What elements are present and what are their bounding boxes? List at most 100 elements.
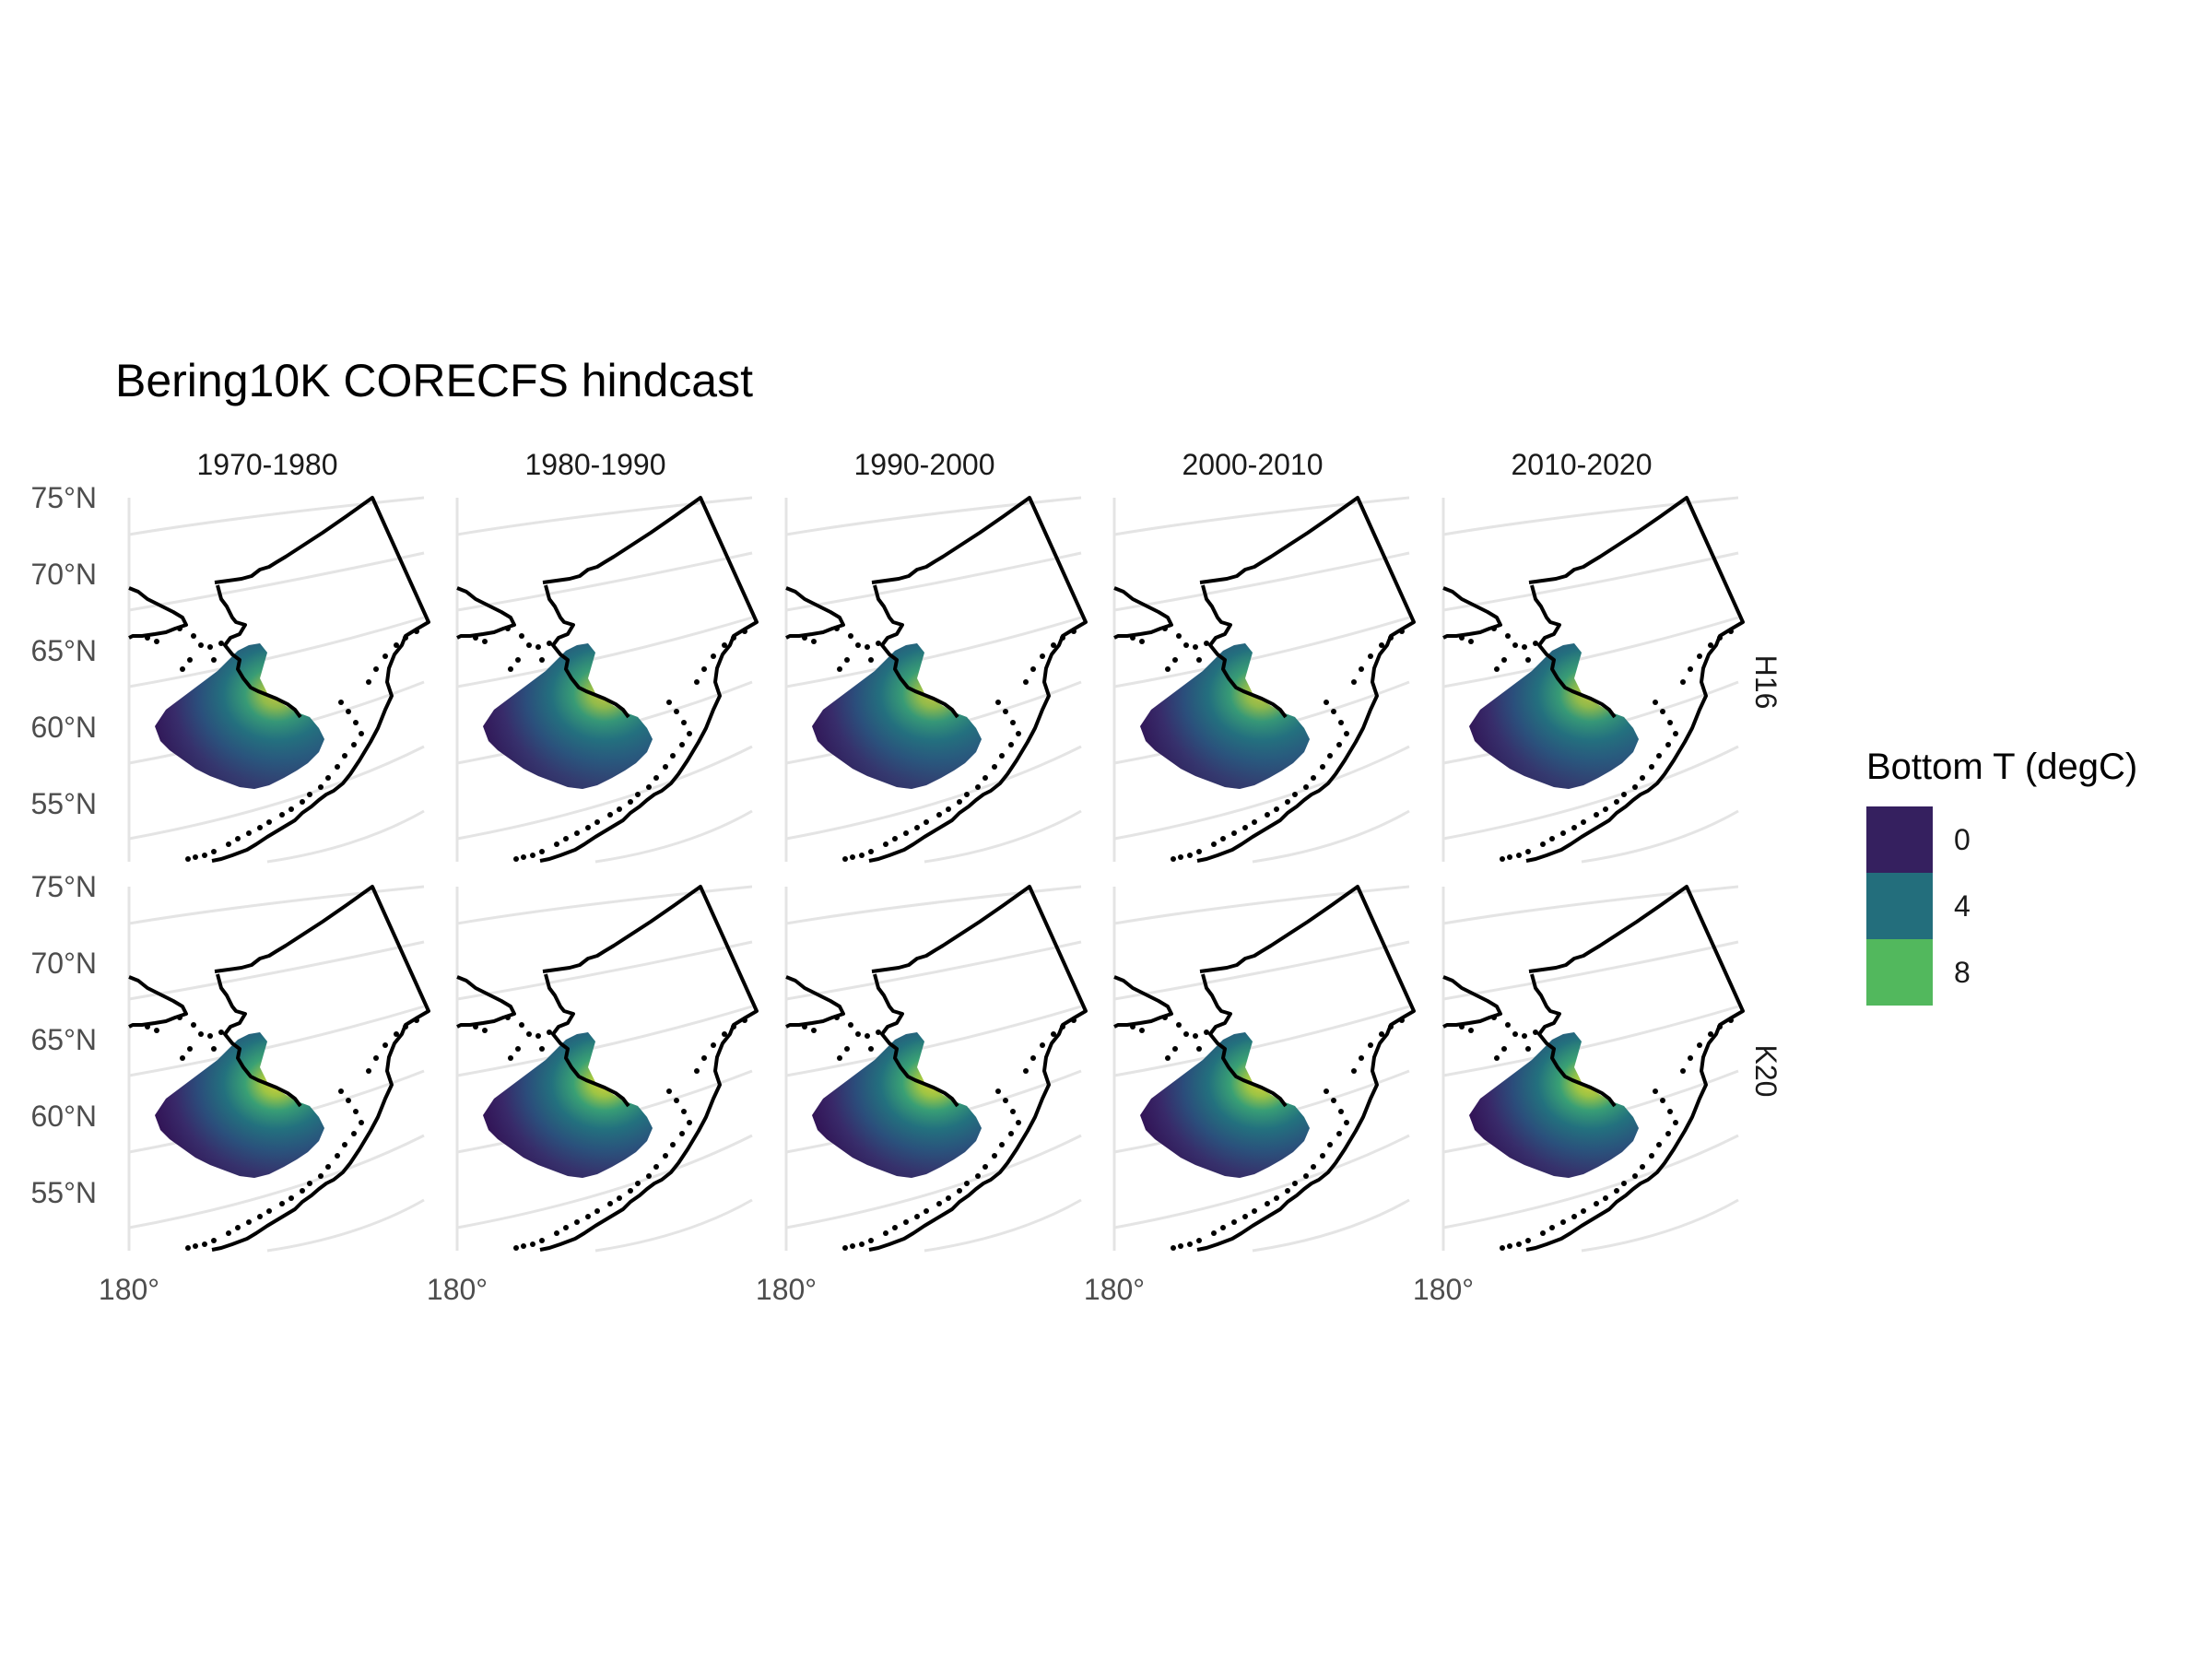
island-dot — [145, 1024, 150, 1030]
island-dot — [191, 633, 196, 639]
island-dot — [335, 764, 340, 770]
latitude-gridline — [456, 551, 753, 612]
island-dot — [1016, 1120, 1021, 1125]
island-dot — [193, 854, 198, 860]
alaska-coastline — [1196, 496, 1416, 863]
island-dot — [1494, 666, 1500, 672]
y-axes: 75°N 70°N 65°N 60°N 55°N 75°N 70°N 65°N 60°N 55°N — [31, 481, 98, 1209]
island-dot — [1196, 1238, 1202, 1243]
latitude-gridline — [1113, 1134, 1410, 1230]
island-dot — [722, 642, 727, 648]
island-dot — [226, 841, 231, 847]
island-dot — [1359, 666, 1364, 672]
latitude-gridline — [785, 745, 1082, 841]
island-dot — [1003, 709, 1008, 714]
island-dot — [1500, 856, 1505, 862]
latitude-gridline — [785, 940, 1082, 1001]
island-dot — [207, 644, 213, 650]
island-dot — [1204, 1030, 1209, 1035]
island-dot — [1165, 1055, 1171, 1061]
y-axis-tick-label: 75°N — [31, 870, 98, 903]
island-dot — [844, 1046, 850, 1052]
island-dot — [539, 849, 545, 854]
y-axis-tick-label: 70°N — [31, 947, 98, 980]
island-dot — [279, 812, 285, 818]
island-dot — [1505, 1022, 1511, 1028]
island-dot — [1717, 1024, 1723, 1030]
latitude-gridline — [594, 809, 753, 864]
island-dot — [1351, 679, 1357, 685]
island-dot — [1388, 1024, 1394, 1030]
island-dot — [679, 742, 685, 747]
island-dot — [1649, 1153, 1654, 1159]
island-dot — [1344, 1120, 1349, 1125]
island-dot — [1351, 1068, 1357, 1074]
chukotka-coastline — [1442, 975, 1502, 1029]
island-dot — [663, 1153, 668, 1159]
latitude-gridline — [1113, 940, 1410, 1001]
island-dot — [1500, 1245, 1505, 1251]
island-dot — [1388, 635, 1394, 641]
latitude-gridline — [1442, 551, 1739, 612]
island-dot — [1525, 1238, 1531, 1243]
island-dot — [1023, 1068, 1029, 1074]
island-dot — [1176, 1022, 1182, 1028]
island-dot — [1649, 764, 1654, 770]
island-dot — [1172, 657, 1178, 663]
latitude-gridline — [128, 1134, 425, 1230]
island-dot — [1399, 629, 1405, 634]
island-dot — [191, 1022, 196, 1028]
latitude-gridline — [1113, 496, 1410, 536]
column-strip-2000-2010: 2000-2010 — [1182, 448, 1323, 481]
island-dot — [1491, 1015, 1497, 1020]
island-dot — [1010, 720, 1016, 725]
island-dot — [1680, 679, 1686, 685]
island-dot — [865, 644, 870, 650]
island-dot — [859, 1241, 865, 1247]
island-dot — [325, 775, 331, 781]
y-axis-tick-label: 60°N — [31, 711, 98, 744]
latitude-gridline — [1442, 885, 1739, 925]
island-dot — [1060, 635, 1065, 641]
column-strips: 1970-1980 1980-1990 1990-2000 2000-2010 2010… — [196, 448, 1652, 481]
latitude-gridline — [1442, 745, 1739, 841]
island-dot — [338, 700, 344, 705]
shelf-shading — [1140, 1032, 1310, 1178]
island-dot — [257, 1214, 263, 1219]
alaska-coastline — [1196, 885, 1416, 1252]
legend-label-4: 4 — [1954, 889, 1971, 923]
island-dot — [1399, 1018, 1405, 1023]
map-panel-H16-1980-1990 — [455, 496, 759, 864]
island-dot — [914, 1214, 920, 1219]
island-dot — [594, 819, 600, 825]
island-dot — [187, 1046, 193, 1052]
island-dot — [318, 784, 324, 790]
island-dot — [742, 629, 747, 634]
island-dot — [202, 1241, 207, 1247]
island-dot — [855, 1031, 861, 1037]
island-dot — [957, 799, 962, 805]
island-dot — [957, 1188, 962, 1194]
latitude-gridline — [456, 940, 753, 1001]
island-dot — [722, 1031, 727, 1037]
island-dot — [1187, 1241, 1193, 1247]
chukotka-coastline — [1442, 586, 1502, 640]
chukotka-coastline — [128, 586, 188, 640]
island-dot — [574, 830, 580, 836]
latitude-gridline — [266, 1198, 425, 1253]
island-dot — [876, 1030, 881, 1035]
island-dot — [187, 657, 193, 663]
island-dot — [1516, 853, 1522, 858]
island-dot — [1640, 1164, 1645, 1170]
island-dot — [628, 799, 633, 805]
island-dot — [246, 830, 252, 836]
island-dot — [711, 1042, 716, 1048]
island-dot — [521, 854, 526, 860]
island-dot — [868, 657, 874, 663]
alaska-coastline — [868, 496, 1088, 863]
island-dot — [1338, 1109, 1344, 1114]
island-dot — [1540, 841, 1546, 847]
island-dot — [992, 764, 997, 770]
island-dot — [359, 731, 364, 736]
legend-label-0: 0 — [1954, 823, 1971, 856]
